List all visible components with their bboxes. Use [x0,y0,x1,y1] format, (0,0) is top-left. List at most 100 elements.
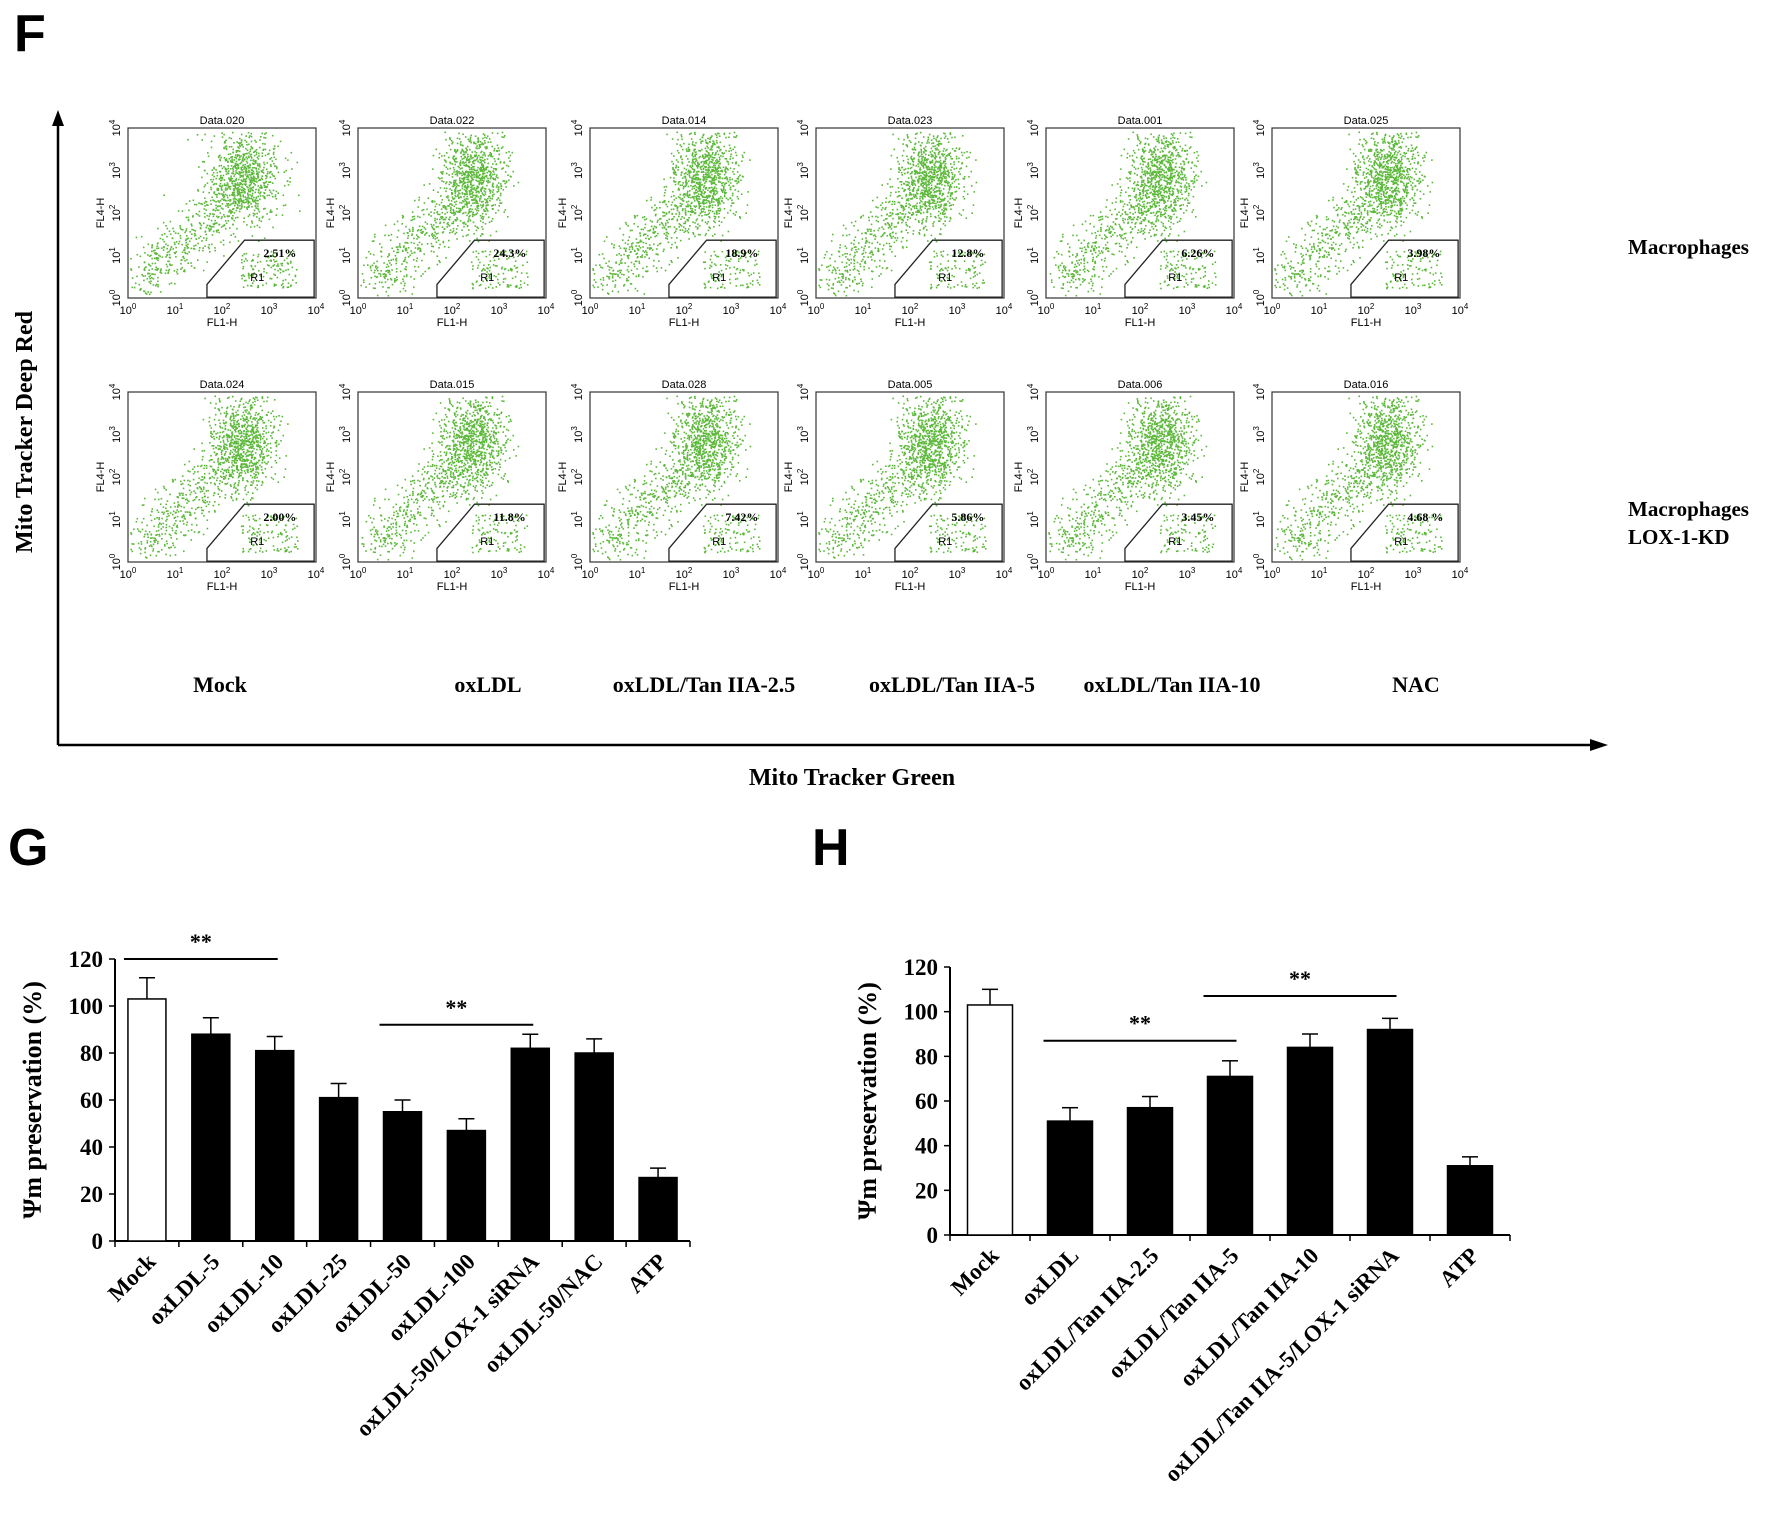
flow-x-tick-label: 101 [1311,302,1328,317]
flow-x-tick-label: 102 [676,302,693,317]
flow-x-tick-label: 102 [902,566,919,581]
flow-x-axis-label: FL1-H [1351,317,1382,329]
flow-x-tick-label: 101 [855,566,872,581]
bar [127,998,167,1242]
flow-y-tick-label: 103 [796,426,811,443]
x-tick-label: ATP [1435,1243,1484,1292]
flow-y-tick-label: 100 [338,553,353,570]
flow-y-tick-label: 104 [570,119,585,136]
flow-plot-frame [127,391,317,563]
flow-y-axis-label: FL4-H [1239,198,1251,229]
gate-r1 [436,239,545,298]
flow-x-axis-label: FL1-H [669,581,700,593]
flow-y-tick-label: 102 [1026,204,1041,221]
flow-x-tick-label: 103 [261,302,278,317]
gate-percent: 6.26% [1181,246,1214,260]
flow-x-tick-label: 101 [629,566,646,581]
panel-letter-h: H [812,819,850,877]
flow-dot-cloud [1049,131,1217,297]
flow-plot-title: Data.020 [200,115,245,127]
flow-x-tick-label: 104 [770,302,787,317]
flow-y-tick-label: 104 [796,383,811,400]
flow-y-tick-label: 100 [570,289,585,306]
flow-plot-title: Data.015 [430,379,475,391]
flow-y-tick-label: 102 [1252,204,1267,221]
gate-label: R1 [250,536,264,548]
bar [574,1052,614,1242]
flow-cytometry-figure: Mito Tracker Deep Red Mito Tracker Green… [12,110,1749,791]
flow-y-tick-label: 103 [1252,426,1267,443]
gate-percent: 12.8% [951,246,984,260]
flow-x-tick-label: 102 [1132,302,1149,317]
gate-percent: 3.45% [1181,510,1214,524]
row-label: Macrophages [1628,497,1749,521]
x-tick-label: ATP [623,1249,672,1298]
flow-y-tick-label: 103 [108,162,123,179]
y-tick-label: 120 [904,955,939,980]
flow-plot-frame [127,127,317,299]
significance-label: ** [190,929,212,954]
flow-x-tick-label: 102 [902,302,919,317]
significance-label: ** [445,995,467,1020]
flow-y-tick-label: 101 [570,511,585,528]
flow-x-tick-label: 102 [444,302,461,317]
flow-x-tick-label: 101 [167,302,184,317]
bar [1206,1075,1254,1236]
flow-y-axis-label: FL4-H [325,462,337,493]
flow-y-tick-label: 100 [1252,289,1267,306]
gate-r1 [668,239,777,298]
bar [638,1176,678,1242]
column-label: oxLDL/Tan IIA-2.5 [613,672,796,697]
flow-y-tick-label: 100 [108,553,123,570]
bar [254,1049,295,1242]
gate-percent: 11.8% [493,510,525,524]
bar [318,1096,359,1242]
x-tick-label: Mock [103,1249,161,1307]
outer-y-axis-arrow [52,110,64,126]
flow-y-axis-label: FL4-H [783,198,795,229]
flow-y-tick-label: 104 [338,383,353,400]
bar [446,1129,487,1242]
flow-x-tick-label: 104 [1226,302,1243,317]
flow-y-tick-label: 104 [1252,383,1267,400]
gate-r1 [206,503,315,562]
flow-dot-cloud [130,131,301,296]
flow-y-tick-label: 104 [1026,383,1041,400]
flow-x-axis-label: FL1-H [207,317,238,329]
flow-plot-frame [815,391,1005,563]
flow-plot-title: Data.024 [200,379,245,391]
flow-y-tick-label: 104 [1026,119,1041,136]
panel-letter-g: G [8,819,49,877]
flow-x-axis-label: FL1-H [1351,581,1382,593]
flow-y-tick-label: 102 [796,204,811,221]
flow-x-tick-label: 104 [996,302,1013,317]
flow-dot-cloud [818,131,987,297]
flow-y-tick-label: 104 [796,119,811,136]
flow-plot-frame [589,127,779,299]
flow-y-tick-label: 102 [338,468,353,485]
flow-y-tick-label: 104 [1252,119,1267,136]
flow-x-tick-label: 102 [214,566,231,581]
flow-y-tick-label: 103 [1026,426,1041,443]
flow-x-tick-label: 104 [1452,302,1469,317]
flow-x-axis-label: FL1-H [669,317,700,329]
gate-label: R1 [1168,536,1182,548]
gate-r1 [436,503,545,562]
flow-x-tick-label: 102 [444,566,461,581]
flow-x-tick-label: 103 [723,302,740,317]
y-tick-label: 80 [915,1044,938,1069]
flow-y-axis-label: FL4-H [95,198,107,229]
flow-y-tick-label: 104 [108,383,123,400]
bar [1126,1106,1174,1236]
flow-plot-frame [1271,127,1461,299]
gate-label: R1 [712,272,726,284]
gate-r1 [1350,239,1459,298]
y-tick-label: 100 [904,1000,939,1025]
flow-dot-cloud [1274,131,1443,297]
flow-x-tick-label: 103 [261,566,278,581]
flow-y-tick-label: 102 [796,468,811,485]
